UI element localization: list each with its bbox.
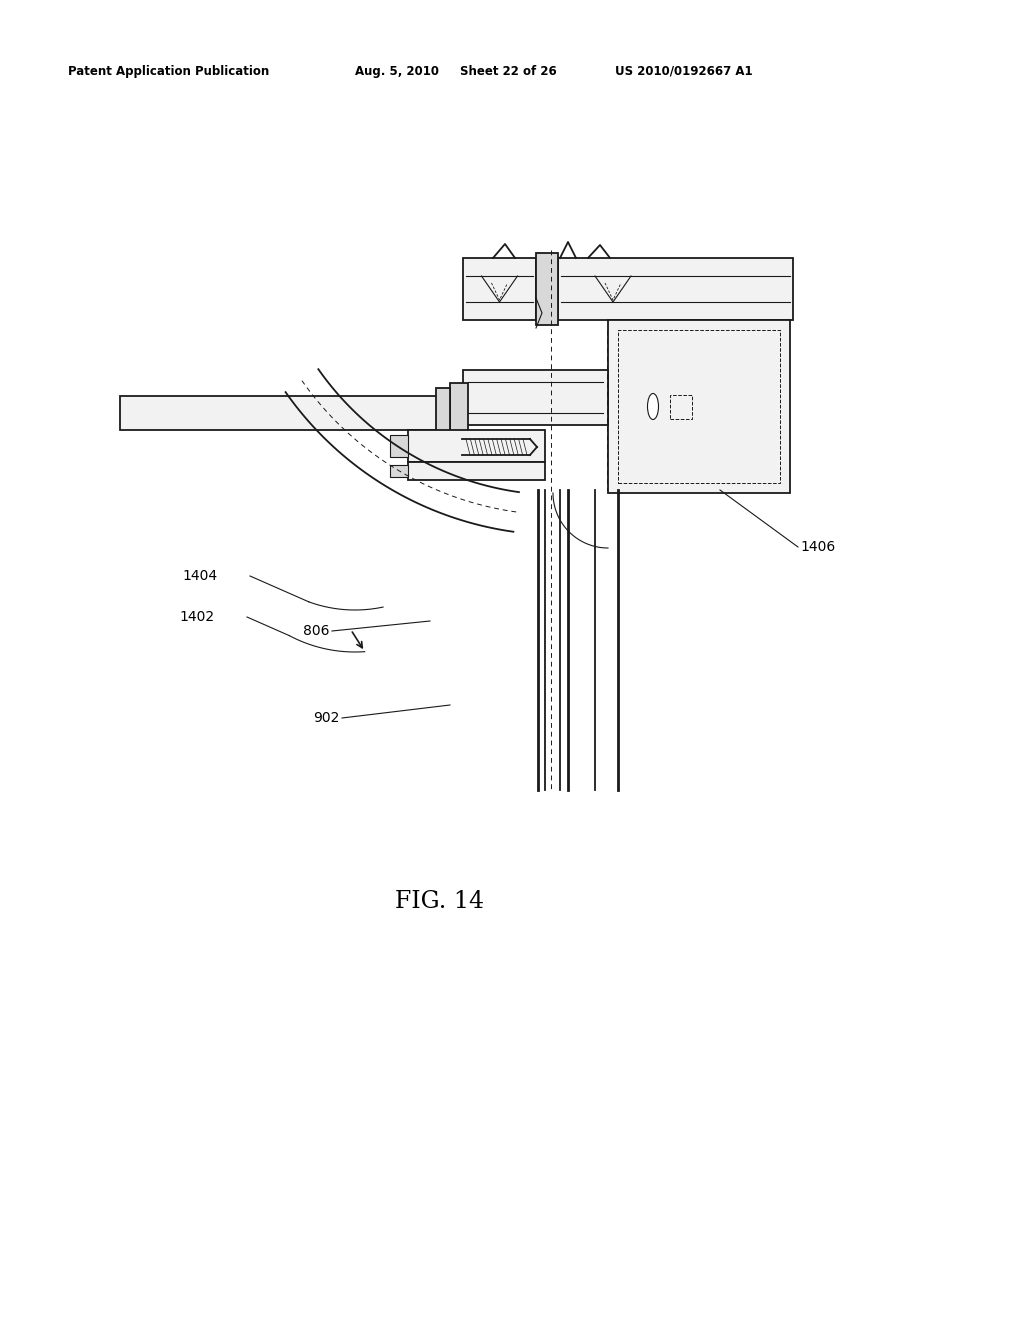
Bar — [408, 462, 545, 480]
Bar — [450, 383, 468, 445]
Bar — [120, 396, 464, 430]
Bar — [408, 430, 545, 462]
Bar — [463, 370, 608, 425]
Text: 1406: 1406 — [800, 540, 836, 554]
Bar — [536, 253, 558, 325]
Text: 902: 902 — [313, 711, 340, 725]
Bar — [618, 330, 780, 483]
Bar — [390, 465, 408, 477]
Bar — [436, 388, 450, 438]
Text: US 2010/0192667 A1: US 2010/0192667 A1 — [615, 65, 753, 78]
Bar — [390, 436, 408, 457]
Text: FIG. 14: FIG. 14 — [395, 890, 484, 913]
Text: 1402: 1402 — [180, 610, 215, 624]
Bar — [670, 395, 692, 418]
Text: Aug. 5, 2010: Aug. 5, 2010 — [355, 65, 439, 78]
Text: Patent Application Publication: Patent Application Publication — [68, 65, 269, 78]
Text: Sheet 22 of 26: Sheet 22 of 26 — [460, 65, 557, 78]
Ellipse shape — [647, 393, 658, 420]
Bar — [558, 257, 793, 319]
Text: 806: 806 — [303, 624, 330, 638]
Bar — [463, 257, 536, 319]
Bar — [608, 319, 790, 492]
Text: 1404: 1404 — [183, 569, 218, 583]
